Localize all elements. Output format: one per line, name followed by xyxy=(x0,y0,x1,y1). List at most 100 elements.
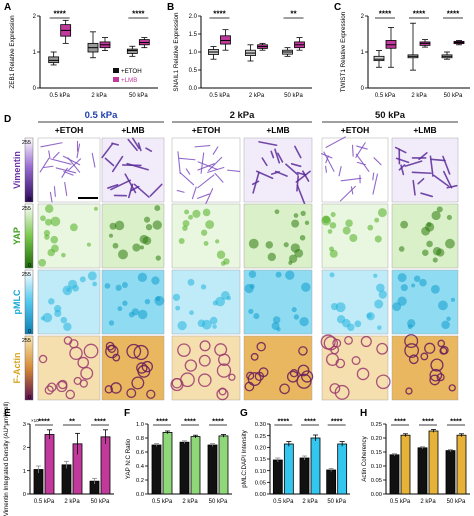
cell-outline xyxy=(69,339,79,349)
cell-fiber xyxy=(107,183,119,189)
cell-blob xyxy=(265,241,274,249)
box-etoh xyxy=(126,48,138,54)
x-tick-label: 2 kPa xyxy=(182,499,198,505)
micrograph-tile xyxy=(243,335,313,401)
cell-blob xyxy=(79,276,86,283)
cell-fiber xyxy=(212,146,219,155)
cell-blob xyxy=(132,243,141,252)
panel-a: A 0 1 2 ZEB1 Relative Expression 0.5 kPa **** 2… xyxy=(4,2,158,99)
cell-blob xyxy=(432,247,442,256)
cell-outline xyxy=(440,345,449,355)
cell-blob xyxy=(93,206,98,211)
cell-blob xyxy=(172,293,181,301)
cell-blob xyxy=(378,290,387,299)
legend-label-lmb: +LMB xyxy=(121,77,137,84)
row-label: YAP xyxy=(12,227,22,245)
cell-fiber xyxy=(178,157,196,161)
panel-letter: B xyxy=(167,2,174,13)
cell-outline xyxy=(197,373,212,388)
y-tick-label: 0 xyxy=(361,86,365,92)
cell-blob xyxy=(291,307,297,313)
cell-blob xyxy=(288,260,293,265)
y-axis-label: TWIST1 Relative Expression xyxy=(340,11,347,92)
cell-outline xyxy=(375,374,391,390)
x-tick-label: 2 kPa xyxy=(411,93,427,99)
cell-outline xyxy=(104,385,113,394)
y-tick-label: 0.6 xyxy=(136,450,144,456)
cell-outline xyxy=(356,367,370,381)
cell-fiber xyxy=(101,143,114,159)
cell-blob xyxy=(202,208,211,217)
cell-fiber xyxy=(149,183,163,197)
cell-fiber xyxy=(127,138,138,152)
cell-outline xyxy=(228,373,236,381)
cell-blob xyxy=(215,239,220,244)
bar-etoh xyxy=(151,444,162,495)
x-tick-label: 50 kPa xyxy=(447,499,466,505)
y-tick-label: 0.25 xyxy=(371,422,382,428)
cell-fiber xyxy=(48,150,51,159)
colorbar-max: 255 xyxy=(22,272,31,278)
panel-b: B 0.0 0.5 1.0 1.5 2.0 SNAIL1 Relative Expressi… xyxy=(167,2,312,99)
cell-outline xyxy=(250,352,259,361)
bar-etoh xyxy=(445,450,456,495)
significance-stars: **** xyxy=(450,417,462,426)
cell-fiber xyxy=(194,145,211,148)
cell-fiber xyxy=(446,184,458,189)
y-tick-label: 0.8 xyxy=(136,436,144,442)
cell-fiber xyxy=(442,170,453,189)
cell-fiber xyxy=(433,174,450,187)
cell-fiber xyxy=(442,155,451,175)
cell-fiber xyxy=(111,142,119,146)
cell-fiber xyxy=(339,185,356,202)
cell-blob xyxy=(450,297,455,302)
cell-outline xyxy=(289,369,299,378)
treatment-header: +LMB xyxy=(413,125,436,135)
cell-blob xyxy=(45,218,52,226)
cell-blob xyxy=(285,270,295,280)
bar-lmb xyxy=(400,434,411,495)
bar-lmb xyxy=(162,431,173,495)
significance-stars: **** xyxy=(213,10,226,19)
panel-letter: H xyxy=(360,408,367,419)
y-axis-label: SNAIL1 Relative Expression xyxy=(173,12,180,92)
cell-blob xyxy=(92,281,98,287)
cell-blob xyxy=(209,316,218,325)
cell-fiber xyxy=(395,157,410,164)
treatment-header: +ETOH xyxy=(192,125,220,135)
cell-blob xyxy=(200,284,207,290)
cell-blob xyxy=(431,210,441,221)
panel-e: E 0 1 2 3 Vimentin Integrated Density (AU*μm²… xyxy=(3,402,114,516)
cell-blob xyxy=(177,320,187,331)
y-tick-label: 1 xyxy=(361,50,365,56)
cell-blob xyxy=(398,246,405,252)
cell-blob xyxy=(117,306,123,312)
cell-fiber xyxy=(133,183,150,198)
bar-lmb xyxy=(428,430,439,495)
y-tick-label: 1.0 xyxy=(189,50,198,56)
cell-fiber xyxy=(64,181,68,196)
cell-outline xyxy=(247,372,262,386)
cell-fiber xyxy=(176,189,185,193)
x-tick-label: 0.5 kPa xyxy=(390,499,411,505)
cell-outline xyxy=(258,367,269,378)
cell-outline xyxy=(448,384,456,392)
cell-outline xyxy=(141,360,153,373)
cell-fiber xyxy=(197,163,215,171)
colorbar xyxy=(24,203,34,269)
cell-fiber xyxy=(197,174,215,189)
cell-blob xyxy=(374,235,382,243)
row-label: pMLC xyxy=(12,289,22,314)
cell-outline xyxy=(65,389,76,400)
cell-fiber xyxy=(91,152,96,168)
box-etoh xyxy=(48,56,60,64)
bar-lmb xyxy=(44,434,55,495)
cell-blob xyxy=(145,223,153,231)
cell-fiber xyxy=(398,164,406,171)
x-tick-label: 0.5 kPa xyxy=(152,499,173,505)
legend-swatch-etoh xyxy=(113,68,119,73)
cell-fiber xyxy=(338,166,342,177)
panel-letter: A xyxy=(4,2,11,13)
y-tick-label: 2 xyxy=(23,446,26,452)
panel-letter: G xyxy=(240,408,248,419)
